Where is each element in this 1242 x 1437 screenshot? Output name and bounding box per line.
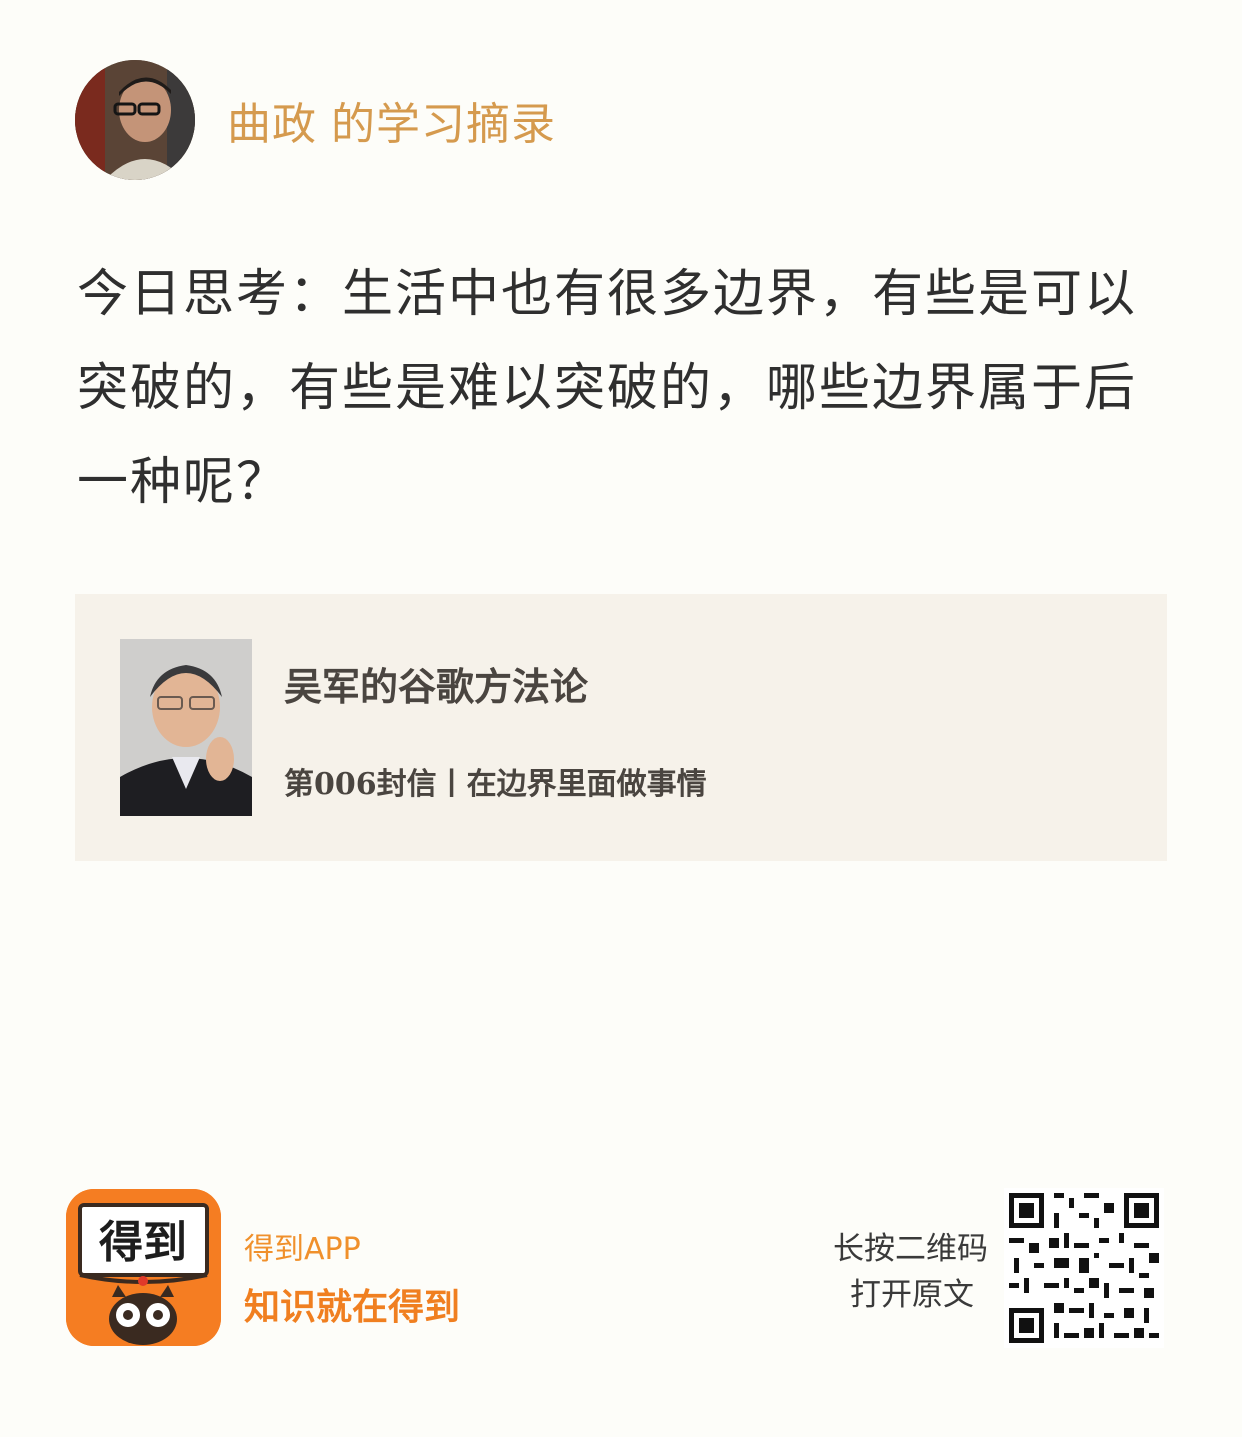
header: 曲政 的学习摘录: [75, 60, 556, 180]
course-cover-image: [120, 639, 252, 816]
qr-hint: 长按二维码 打开原文: [833, 1226, 988, 1318]
dedao-logo: 得到: [66, 1189, 221, 1346]
thought-text: 今日思考：生活中也有很多边界，有些是可以突破的，有些是难以突破的，哪些边界属于后…: [77, 265, 1138, 512]
app-name: 得到APP: [244, 1232, 361, 1267]
course-info: 吴军的谷歌方法论 第006封信丨在边界里面做事情: [284, 594, 707, 803]
course-subtitle: 第006封信丨在边界里面做事情: [284, 767, 707, 802]
logo-text: 得到: [98, 1217, 187, 1268]
brand-info: 得到APP 知识就在得到: [244, 1224, 460, 1330]
header-title: 曲政 的学习摘录: [227, 88, 556, 152]
header-suffix: 的学习摘录: [331, 99, 556, 150]
qr-code[interactable]: [1004, 1188, 1164, 1348]
user-avatar[interactable]: [75, 60, 195, 180]
course-card[interactable]: 吴军的谷歌方法论 第006封信丨在边界里面做事情: [75, 594, 1167, 861]
qr-hint-line1: 长按二维码: [833, 1231, 988, 1267]
course-title: 吴军的谷歌方法论: [284, 664, 589, 709]
qr-hint-line2: 打开原文: [850, 1277, 974, 1313]
app-slogan: 知识就在得到: [244, 1286, 461, 1328]
author-name[interactable]: 曲政: [227, 99, 317, 150]
